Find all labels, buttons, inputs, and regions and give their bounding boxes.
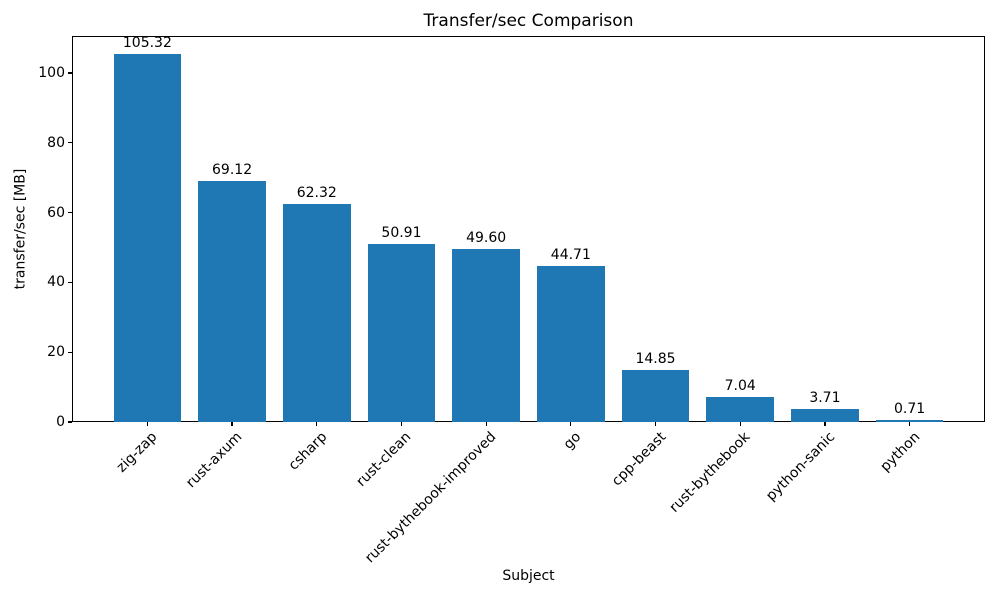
- bar-value-label: 49.60: [466, 229, 507, 246]
- x-tick-mark: [231, 422, 233, 426]
- y-tick-label: 0: [56, 414, 65, 430]
- y-tick-mark: [68, 281, 72, 283]
- x-axis-label: Subject: [502, 568, 555, 584]
- bar: [621, 370, 690, 422]
- y-tick-mark: [68, 72, 72, 74]
- y-tick-mark: [68, 421, 72, 423]
- bar: [452, 248, 521, 422]
- bar-value-label: 69.12: [212, 161, 253, 178]
- y-tick-mark: [68, 351, 72, 353]
- y-tick-label: 40: [47, 274, 65, 291]
- y-tick-label: 20: [47, 344, 65, 361]
- bar: [791, 409, 859, 422]
- y-tick-mark: [68, 211, 72, 214]
- bar: [706, 397, 775, 422]
- bar: [875, 419, 944, 422]
- x-tick-mark: [570, 422, 572, 426]
- bar-value-label: 7.04: [724, 378, 756, 395]
- y-tick-mark: [68, 142, 72, 144]
- bar-value-label: 50.91: [381, 225, 422, 242]
- bar-value-label: 14.85: [635, 351, 676, 368]
- bar-value-label: 44.71: [550, 246, 591, 263]
- chart-title: Transfer/sec Comparison: [423, 11, 634, 31]
- y-axis-label: transfer/sec [MB]: [12, 168, 29, 290]
- bar: [198, 180, 266, 422]
- x-tick-mark: [146, 422, 148, 426]
- x-tick-mark: [485, 422, 487, 426]
- x-tick-mark: [400, 422, 403, 426]
- bar: [282, 204, 351, 422]
- bar: [536, 265, 605, 422]
- y-tick-label: 80: [47, 134, 65, 151]
- y-tick-label: 60: [47, 204, 65, 221]
- x-tick-mark: [824, 422, 826, 426]
- bar-value-label: 0.71: [894, 400, 926, 417]
- bar-value-label: 62.32: [296, 185, 337, 202]
- x-tick-mark: [654, 422, 657, 426]
- bar: [367, 244, 436, 422]
- x-tick-mark: [316, 422, 318, 426]
- bar-value-label: 105.32: [122, 35, 172, 52]
- bar: [113, 54, 182, 422]
- x-tick-mark: [739, 422, 741, 426]
- bar-value-label: 3.71: [809, 390, 841, 407]
- x-tick-mark: [909, 422, 911, 426]
- y-tick-label: 100: [38, 64, 65, 81]
